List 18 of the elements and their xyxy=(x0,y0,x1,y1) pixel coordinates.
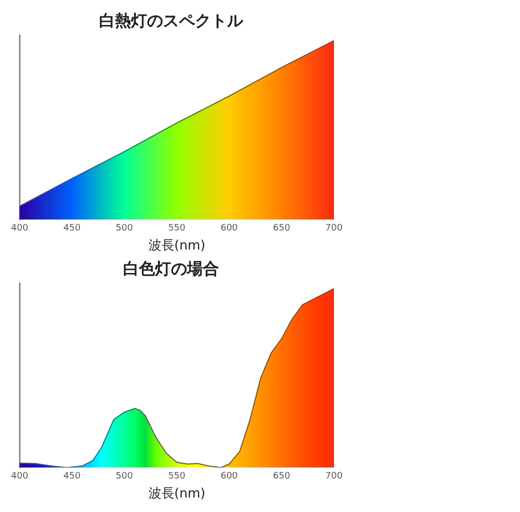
x-tick-label: 500 xyxy=(116,223,134,234)
x-tick-label: 450 xyxy=(63,223,81,234)
x-tick-label: 700 xyxy=(325,471,343,482)
x-axis-title: 波長(nm) xyxy=(148,486,206,502)
x-tick-label: 400 xyxy=(10,223,28,234)
x-tick-label: 450 xyxy=(63,471,81,482)
chart-title: 白熱灯のスペクトル xyxy=(99,10,244,30)
x-tick-label: 650 xyxy=(273,223,290,234)
x-tick-label: 600 xyxy=(220,223,238,234)
x-axis-title: 波長(nm) xyxy=(148,238,206,254)
x-tick-label: 650 xyxy=(273,471,290,482)
x-tick-label: 550 xyxy=(168,471,186,482)
x-tick-label: 600 xyxy=(220,471,238,482)
x-tick-label: 500 xyxy=(116,471,134,482)
x-tick-label: 400 xyxy=(10,471,28,482)
x-tick-label: 550 xyxy=(168,223,186,234)
x-tick-label: 700 xyxy=(325,223,343,234)
chart-title: 白色灯の場合 xyxy=(123,258,219,278)
